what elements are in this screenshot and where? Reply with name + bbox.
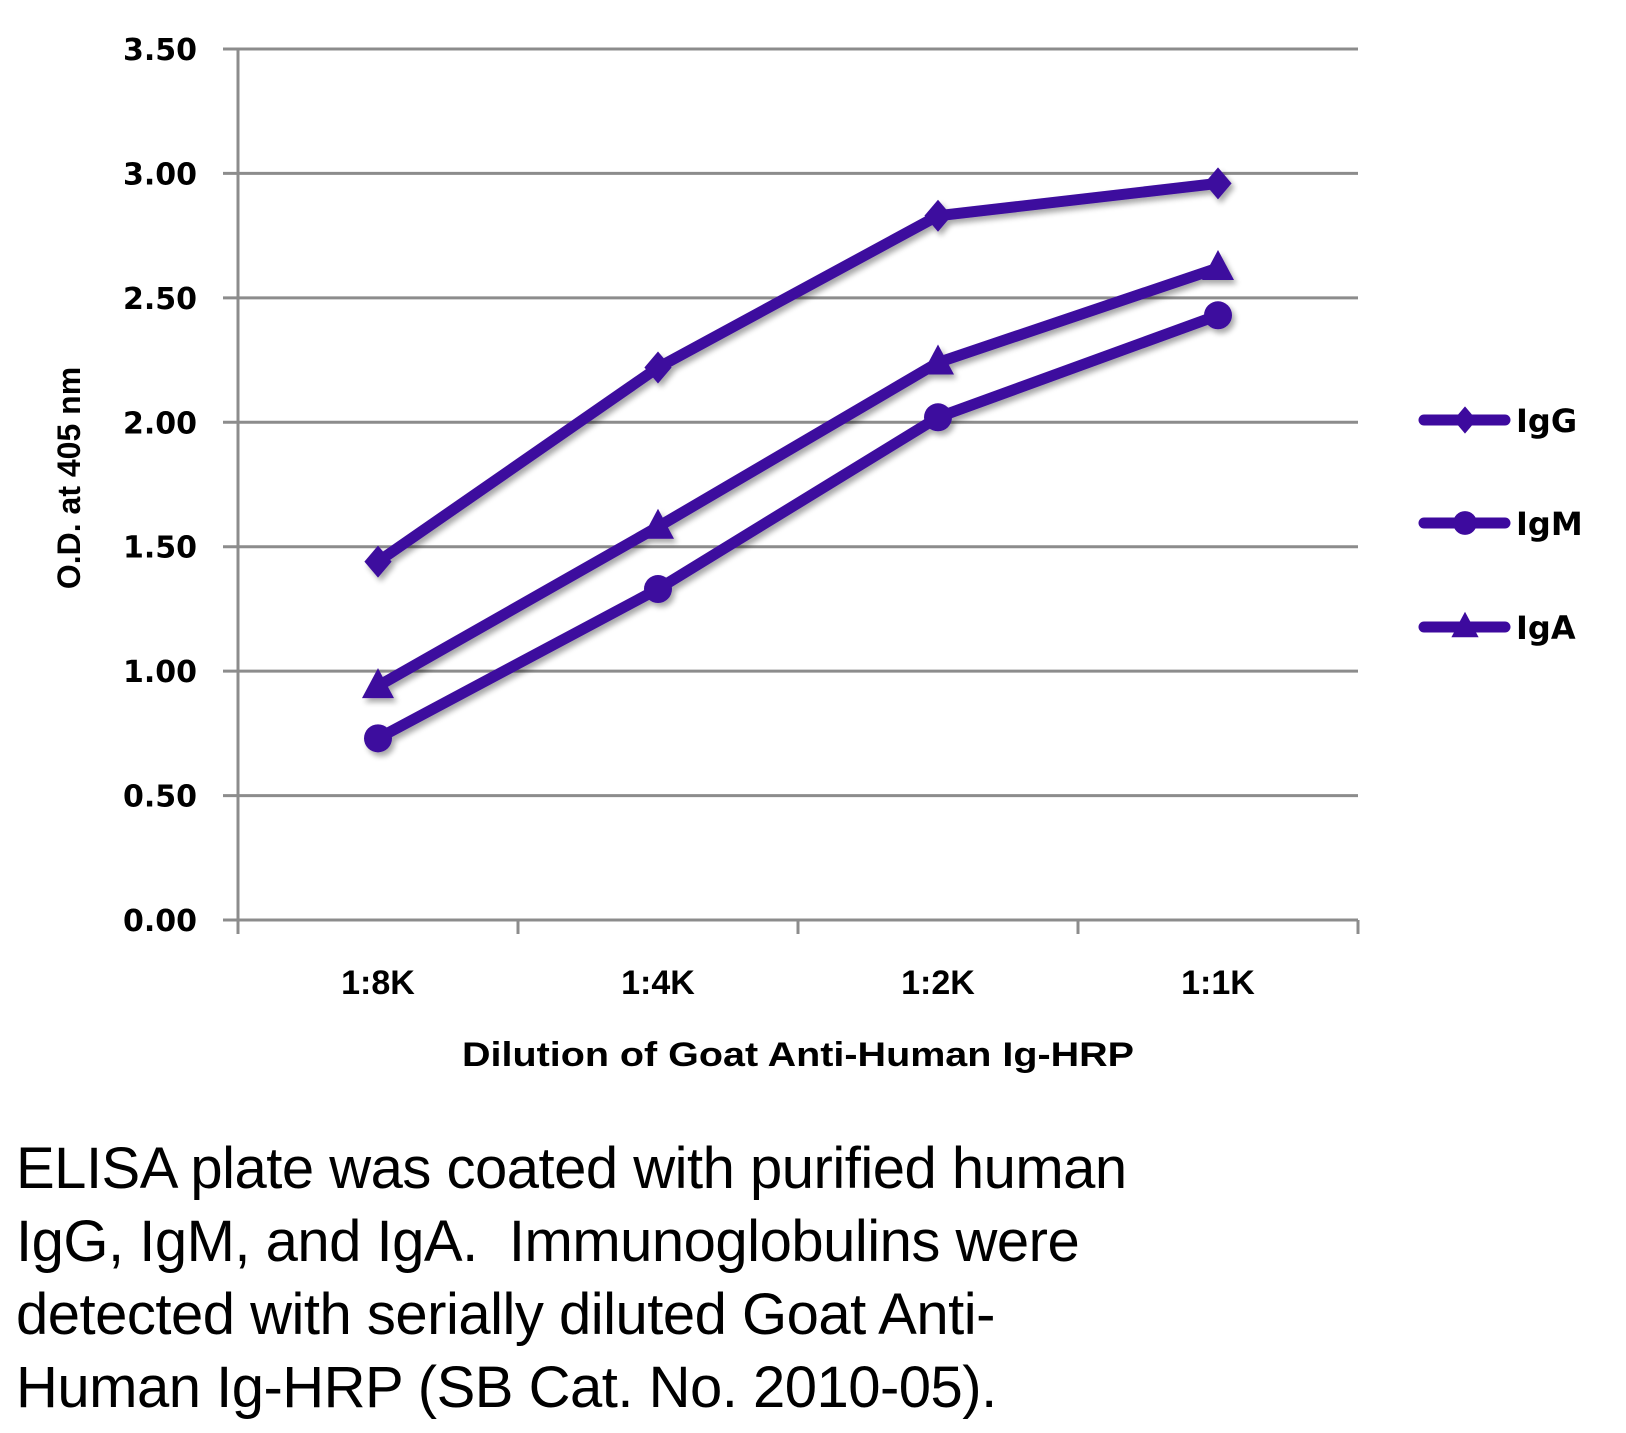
- y-tick-label: 0.00: [123, 904, 197, 939]
- data-point-igm: [644, 575, 672, 604]
- legend-circle-icon: [1453, 511, 1477, 535]
- y-tick-label: 0.50: [123, 780, 197, 815]
- data-point-igm: [364, 724, 392, 753]
- series-iga: [362, 249, 1234, 699]
- series-line-igm: [372, 309, 1224, 744]
- x-axis-title: Dilution of Goat Anti-Human Ig-HRP: [462, 1036, 1134, 1074]
- legend-triangle-icon: [1451, 611, 1479, 638]
- legend-label: IgA: [1516, 609, 1576, 647]
- axes: [223, 49, 1360, 934]
- y-axis-title: O.D. at 405 nm: [51, 367, 87, 589]
- x-tick-label: 1:8K: [341, 964, 415, 1002]
- data-point-igm: [1204, 301, 1232, 330]
- legend-item-igg: IgG: [1418, 402, 1577, 440]
- data-point-igg: [644, 351, 672, 384]
- data-point-iga: [922, 344, 954, 375]
- y-tick-label: 2.00: [123, 406, 197, 441]
- series-igm: [364, 301, 1232, 753]
- legend-item-igm: IgM: [1418, 505, 1583, 543]
- elisa-line-chart: 0.00 0.50 1.00 1.50 2.00 2.50 3.00 3.50 1:8K 1:4…: [51, 33, 1583, 1074]
- series-line-igg: [372, 177, 1224, 568]
- y-tick-label: 3.50: [123, 33, 197, 68]
- data-point-igg: [924, 199, 952, 232]
- series-line-iga: [372, 262, 1224, 692]
- legend-item-iga: IgA: [1418, 609, 1576, 647]
- y-tick-label: 1.00: [123, 655, 197, 690]
- data-point-igm: [924, 403, 952, 432]
- legend: IgG IgM IgA: [1418, 402, 1583, 647]
- series-igg: [364, 167, 1232, 578]
- caption-line: Human Ig-HRP (SB Cat. No. 2010-05).: [16, 1355, 997, 1420]
- data-point-igg: [364, 545, 392, 578]
- x-tick-label: 1:4K: [621, 964, 695, 1002]
- data-point-iga: [642, 508, 674, 539]
- y-tick-labels: 0.00 0.50 1.00 1.50 2.00 2.50 3.00 3.50: [123, 33, 197, 939]
- data-point-iga: [362, 668, 394, 699]
- data-point-iga: [1202, 249, 1234, 280]
- data-point-igg: [1204, 167, 1232, 200]
- legend-label: IgM: [1516, 505, 1583, 543]
- x-tick-label: 1:1K: [1181, 964, 1255, 1002]
- legend-label: IgG: [1516, 402, 1577, 440]
- legend-diamond-icon: [1453, 406, 1477, 434]
- caption-line: detected with serially diluted Goat Anti…: [16, 1282, 995, 1347]
- caption-line: ELISA plate was coated with purified hum…: [16, 1136, 1127, 1201]
- x-tick-labels: 1:8K 1:4K 1:2K 1:1K: [341, 964, 1255, 1002]
- y-tick-label: 3.00: [123, 157, 197, 192]
- y-tick-label: 1.50: [123, 531, 197, 566]
- caption-line: IgG, IgM, and IgA. Immunoglobulins were: [16, 1209, 1080, 1274]
- series-lines: [362, 167, 1234, 753]
- figure-caption: ELISA plate was coated with purified hum…: [16, 1132, 1516, 1424]
- x-tick-label: 1:2K: [901, 964, 975, 1002]
- y-tick-label: 2.50: [123, 282, 197, 317]
